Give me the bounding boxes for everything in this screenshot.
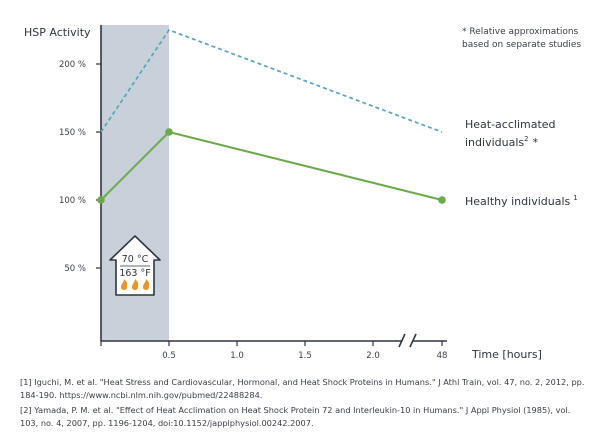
x-axis-label: Time [hours] — [471, 348, 542, 360]
badge-fahrenheit: 163 °F — [119, 268, 150, 279]
y-tick-label: 200 % — [59, 60, 86, 70]
label-heat-acclimated: Heat-acclimated — [465, 118, 556, 131]
healthy-data-point — [165, 128, 173, 136]
healthy-data-point — [97, 196, 105, 204]
sauna-house-icon: 70 °C 163 °F — [109, 235, 161, 296]
annotation-line-2: based on separate studies — [462, 40, 581, 50]
flame-icon — [120, 279, 150, 290]
x-tick-label: 2.0 — [366, 351, 380, 360]
y-tick-label: 100 % — [59, 196, 86, 206]
y-tick-label: 50 % — [64, 264, 86, 274]
healthy-data-point — [438, 196, 446, 204]
x-tick-label: 1.5 — [298, 351, 312, 360]
y-axis-label: HSP Activity — [24, 26, 91, 39]
x-tick-label: 48 — [437, 351, 448, 360]
series-line-heat-acclimated — [100, 28, 443, 133]
x-tick-label: 1.0 — [230, 351, 244, 360]
x-tick-label: 0.5 — [162, 351, 176, 360]
axis-break-marks — [398, 333, 417, 348]
y-tick-label: 150 % — [59, 128, 86, 138]
references: [1] Iguchi, M. et al. "Heat Stress and C… — [20, 376, 590, 432]
label-heat-acclimated-line2: individuals2 * — [465, 135, 539, 149]
reference-2: [2] Yamada, P. M. et al. "Effect of Heat… — [20, 405, 571, 428]
annotation-line-1: * Relative approximations — [462, 27, 579, 37]
badge-celsius: 70 °C — [122, 254, 149, 265]
hsp-activity-chart: HSP Activity 200 % 150 % 100 % 50 % 0.5 … — [24, 25, 581, 360]
reference-1: [1] Iguchi, M. et al. "Heat Stress and C… — [20, 377, 585, 400]
label-healthy: Healthy individuals 1 — [465, 194, 578, 208]
